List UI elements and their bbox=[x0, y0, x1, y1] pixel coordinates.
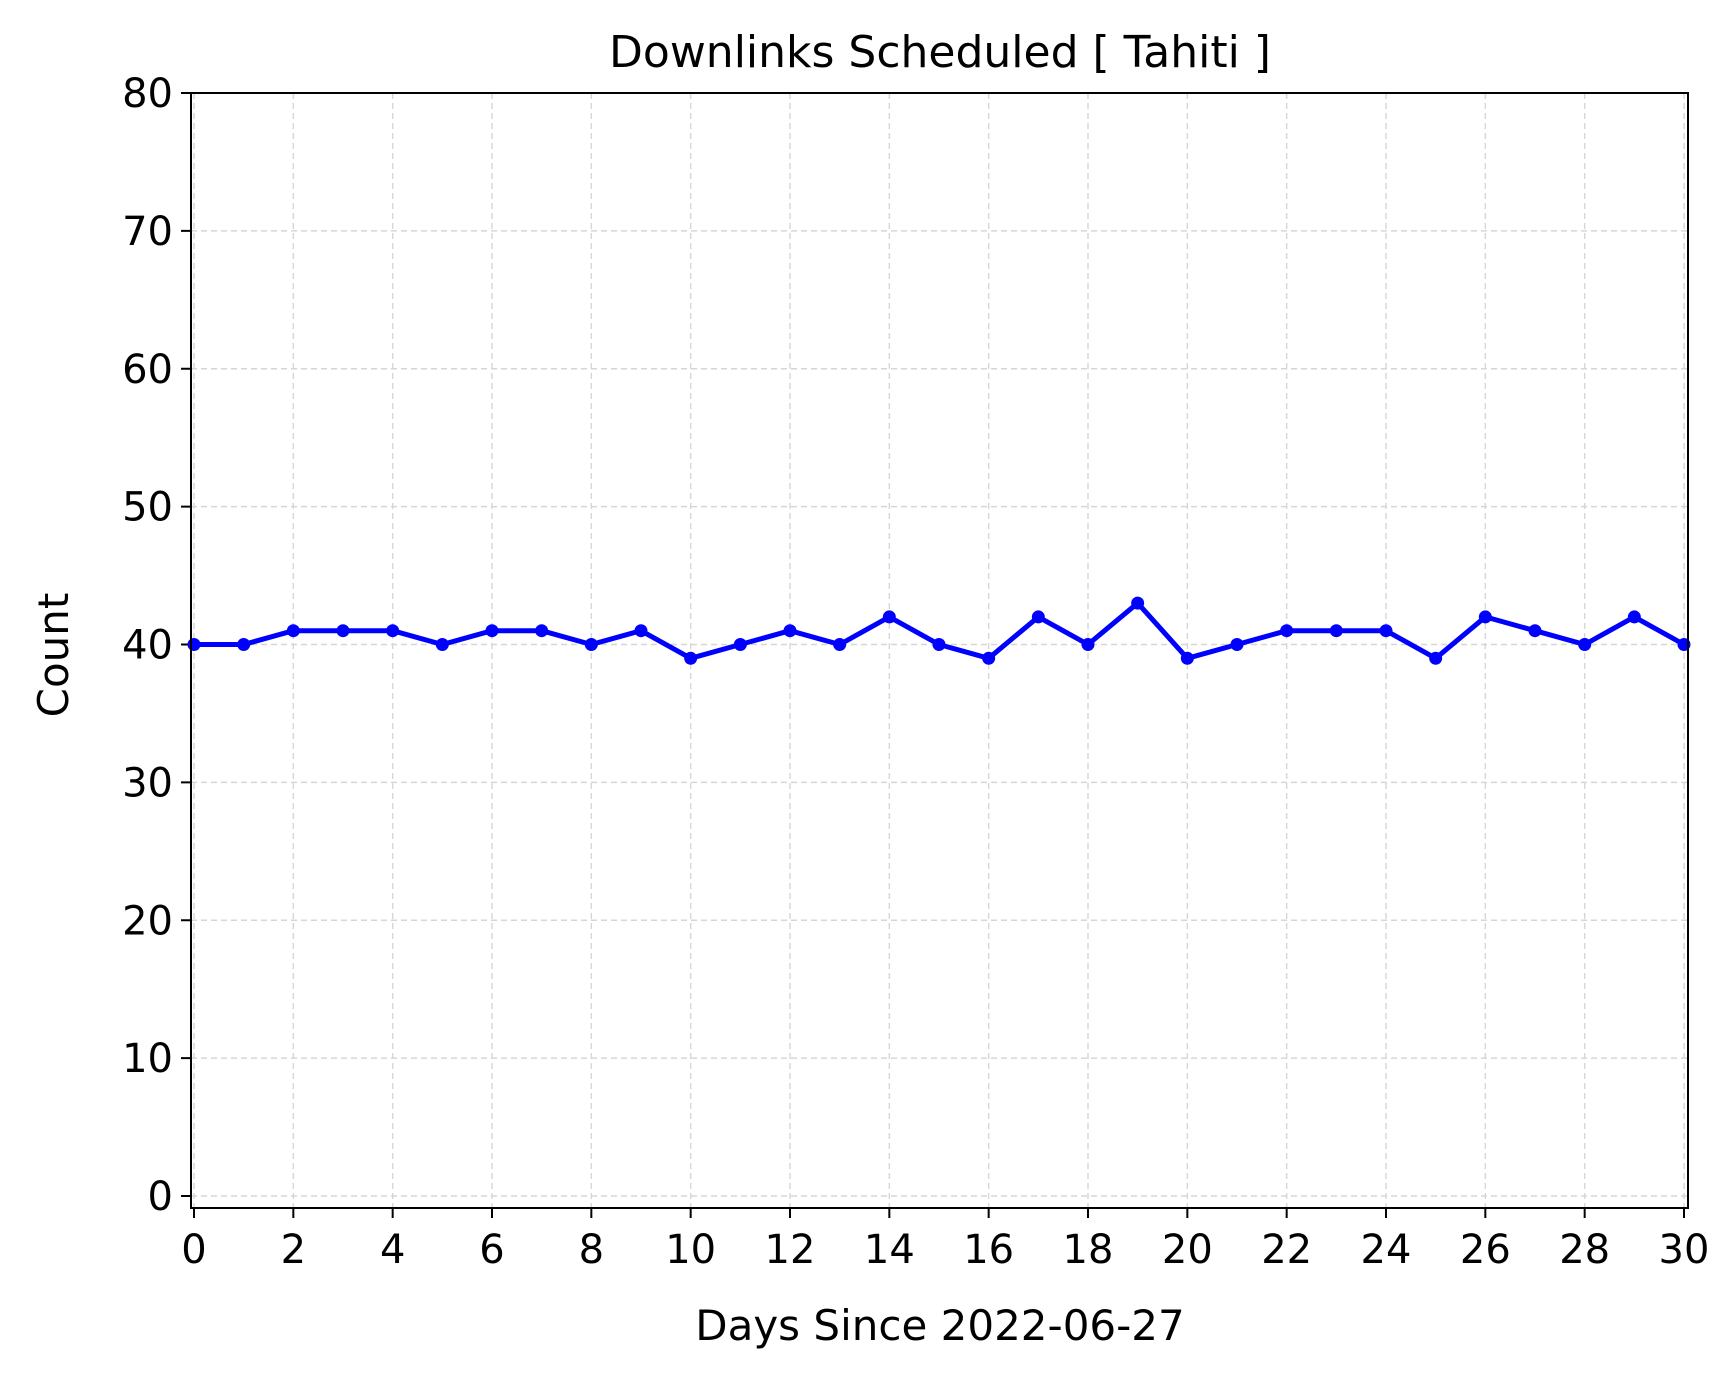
chart-title: Downlinks Scheduled [ Tahiti ] bbox=[609, 27, 1271, 78]
data-point bbox=[1081, 638, 1095, 651]
data-point bbox=[535, 624, 549, 638]
data-point bbox=[386, 624, 400, 638]
y-tick-label: 50 bbox=[122, 485, 173, 531]
grid bbox=[191, 92, 1688, 1208]
x-tick-label: 28 bbox=[1559, 1227, 1610, 1273]
data-point bbox=[435, 638, 449, 651]
y-tick-label: 80 bbox=[122, 71, 173, 117]
data-point bbox=[1280, 624, 1294, 638]
x-tick-label: 30 bbox=[1659, 1227, 1710, 1273]
data-point bbox=[1627, 610, 1641, 624]
x-tick-label: 16 bbox=[963, 1227, 1014, 1273]
data-point bbox=[733, 638, 747, 651]
data-point bbox=[1578, 638, 1592, 651]
data-point bbox=[286, 624, 300, 638]
x-tick-label: 2 bbox=[281, 1227, 306, 1273]
x-tick-label: 12 bbox=[765, 1227, 816, 1273]
data-point bbox=[1478, 610, 1492, 624]
data-point bbox=[1230, 638, 1244, 651]
x-tick-label: 18 bbox=[1063, 1227, 1114, 1273]
x-tick-label: 6 bbox=[479, 1227, 504, 1273]
data-point bbox=[982, 651, 996, 665]
x-tick-label: 10 bbox=[665, 1227, 716, 1273]
y-tick-label: 10 bbox=[122, 1036, 173, 1082]
data-point bbox=[237, 638, 251, 651]
x-axis: 0 2 4 6 8 10 12 14 16 18 20 22 24 26 28 30 bbox=[181, 1208, 1709, 1273]
data-point bbox=[1379, 624, 1393, 638]
y-tick-label: 0 bbox=[148, 1174, 173, 1220]
y-axis: 0 10 20 30 40 50 60 70 80 bbox=[122, 71, 191, 1220]
y-axis-label: Count bbox=[29, 593, 78, 718]
data-point bbox=[187, 638, 201, 651]
data-point bbox=[1131, 596, 1145, 610]
y-tick-label: 20 bbox=[122, 898, 173, 944]
x-axis-label: Days Since 2022-06-27 bbox=[695, 1301, 1184, 1350]
data-point bbox=[634, 624, 648, 638]
data-point bbox=[684, 651, 698, 665]
data-point bbox=[833, 638, 847, 651]
x-tick-label: 22 bbox=[1261, 1227, 1312, 1273]
data-point bbox=[485, 624, 499, 638]
x-tick-label: 8 bbox=[579, 1227, 604, 1273]
x-tick-label: 26 bbox=[1460, 1227, 1511, 1273]
data-point bbox=[1180, 651, 1194, 665]
data-point bbox=[336, 624, 350, 638]
x-tick-label: 4 bbox=[380, 1227, 405, 1273]
data-point bbox=[1528, 624, 1542, 638]
data-point bbox=[1329, 624, 1343, 638]
y-tick-label: 40 bbox=[122, 623, 173, 669]
x-tick-label: 0 bbox=[181, 1227, 206, 1273]
data-point bbox=[1031, 610, 1045, 624]
data-point bbox=[584, 638, 598, 651]
data-point bbox=[783, 624, 797, 638]
y-tick-label: 60 bbox=[122, 347, 173, 393]
x-tick-label: 24 bbox=[1361, 1227, 1412, 1273]
data-point bbox=[882, 610, 896, 624]
series-layer bbox=[187, 596, 1691, 665]
y-tick-label: 70 bbox=[122, 209, 173, 255]
x-tick-label: 20 bbox=[1162, 1227, 1213, 1273]
y-tick-label: 30 bbox=[122, 760, 173, 806]
data-point bbox=[1429, 651, 1443, 665]
x-tick-label: 14 bbox=[864, 1227, 915, 1273]
data-point bbox=[932, 638, 946, 651]
plot-frame bbox=[190, 92, 1689, 1209]
